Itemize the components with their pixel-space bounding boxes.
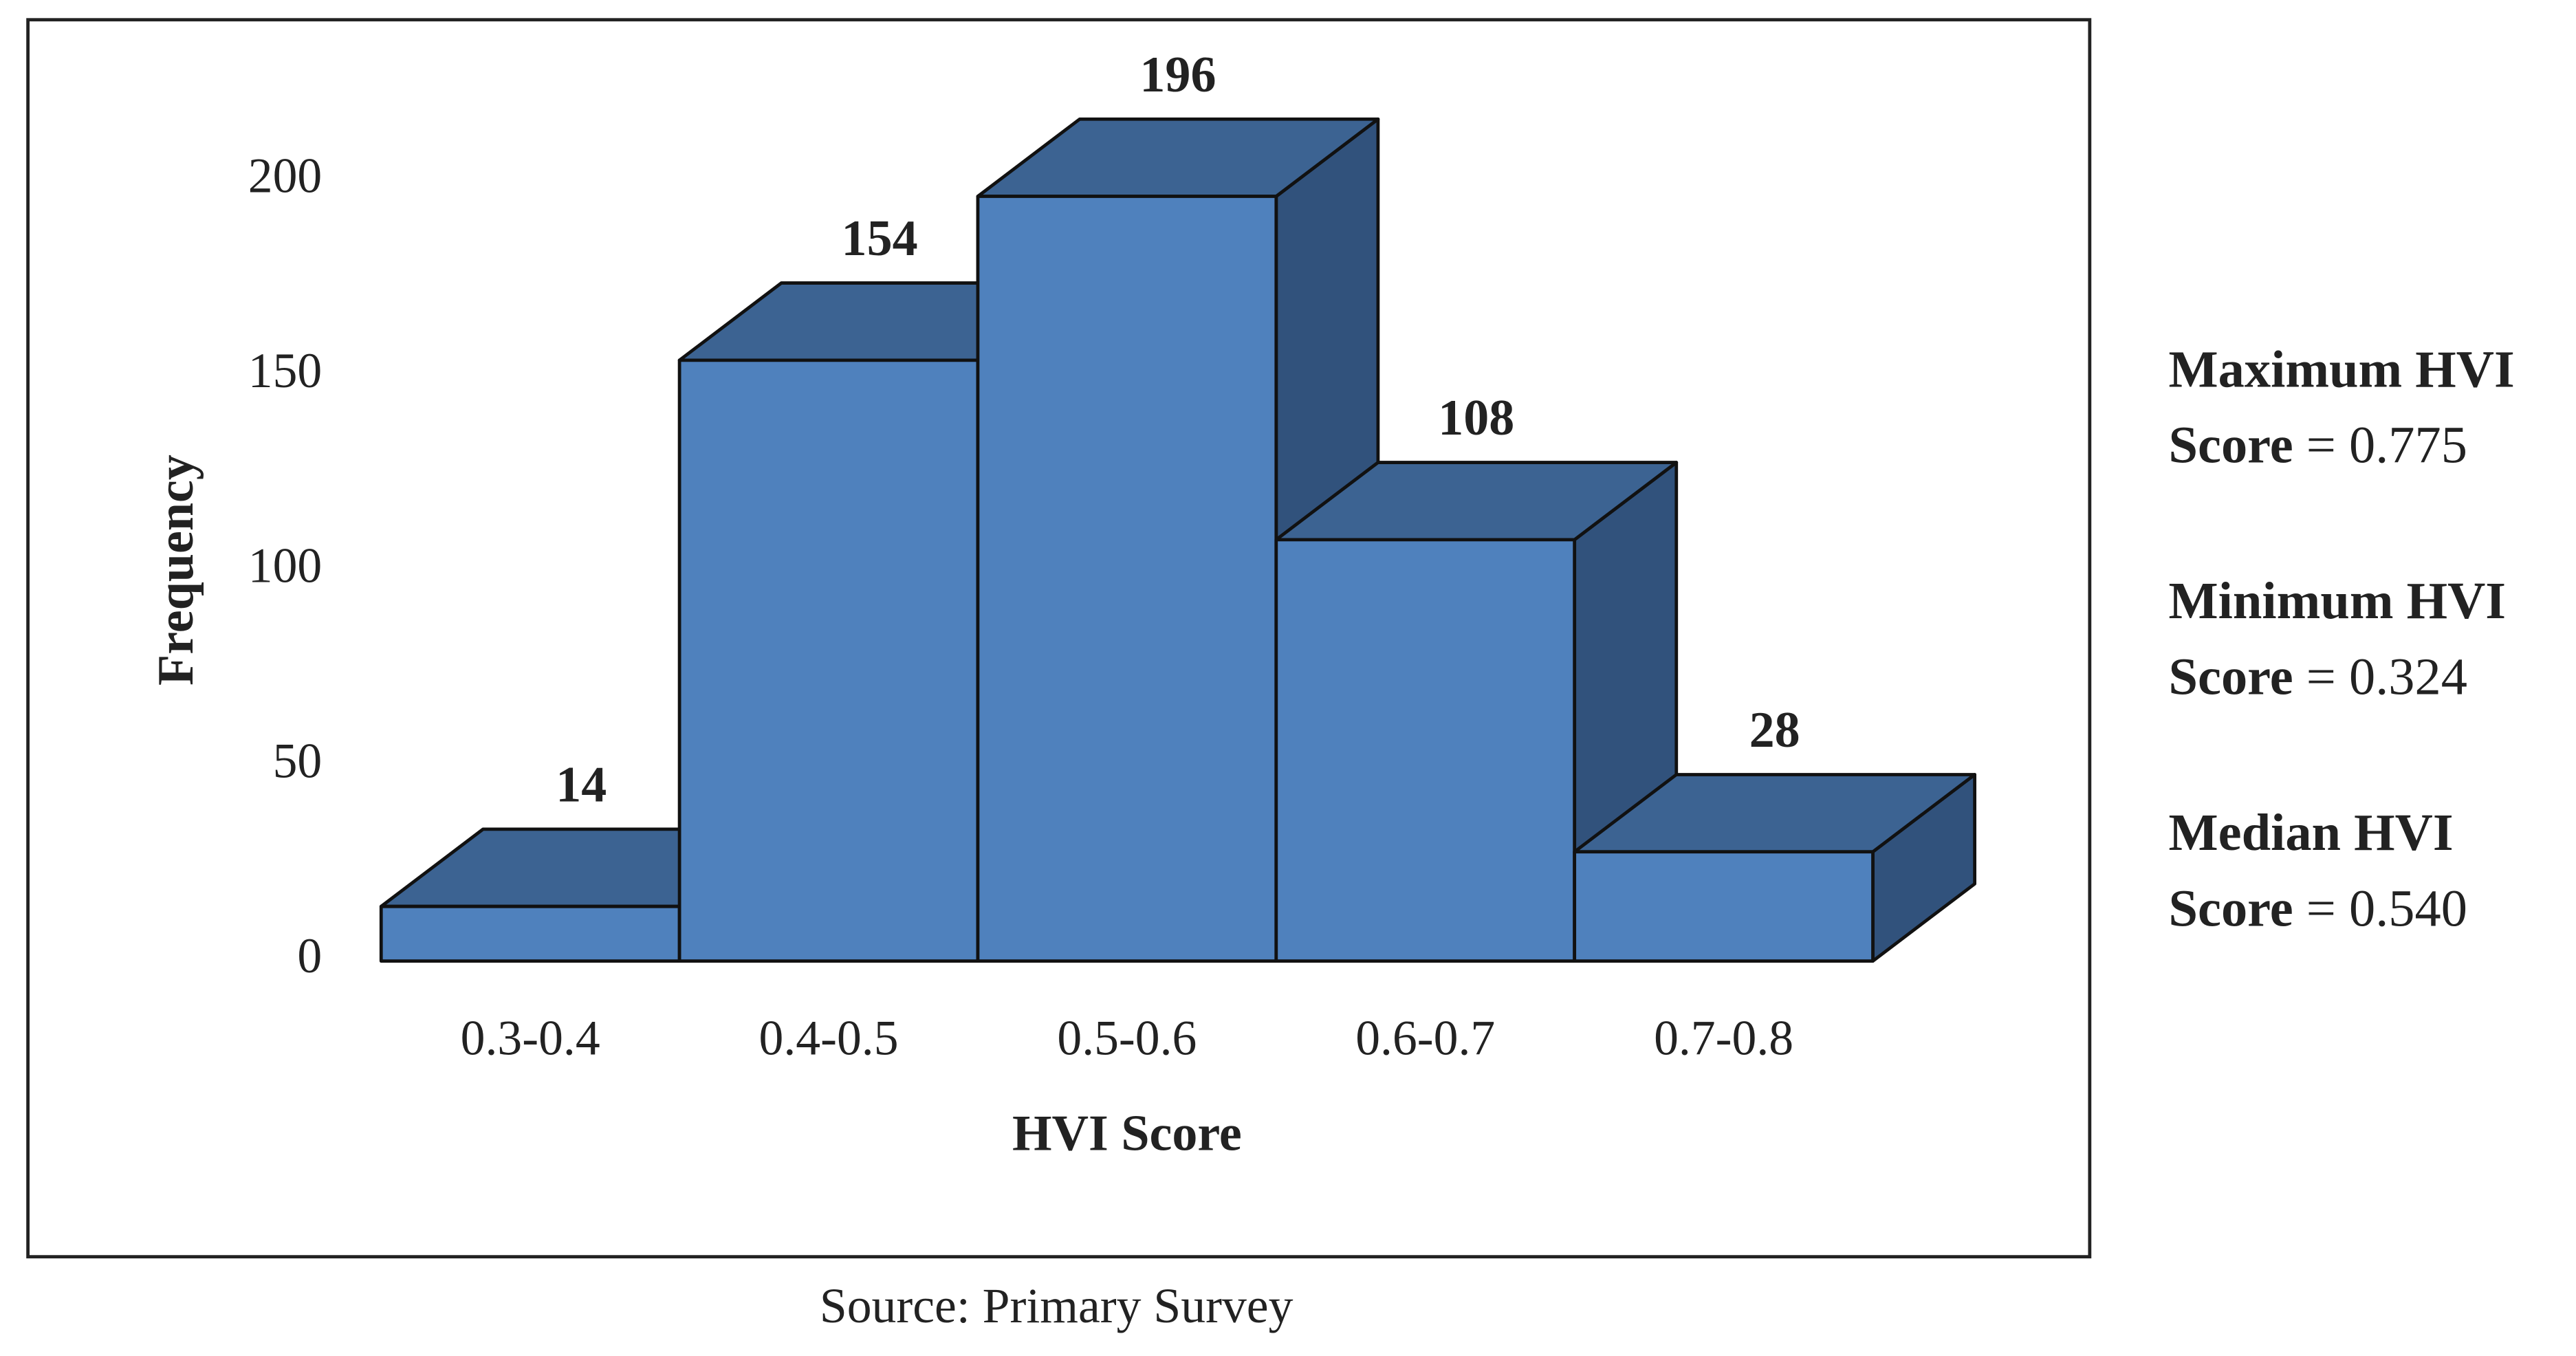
annotation-label: Score (2169, 647, 2293, 706)
x-tick-label: 0.5-0.6 (1057, 1011, 1197, 1066)
y-tick-label: 200 (248, 148, 322, 203)
annotation-title: Maximum HVI (2169, 340, 2515, 398)
value-label: 108 (1438, 390, 1514, 446)
bar (1274, 538, 1577, 963)
chart-frame (26, 18, 2092, 1259)
value-label: 196 (1139, 47, 1216, 103)
x-tick-label: 0.6-0.7 (1355, 1011, 1495, 1066)
x-tick-label: 0.3-0.4 (461, 1011, 600, 1066)
x-tick-label: 0.4-0.5 (759, 1011, 899, 1066)
annotation-title: Minimum HVI (2169, 571, 2506, 630)
bar (976, 195, 1278, 963)
value-label: 14 (556, 757, 607, 813)
annotation-value: = 0.324 (2306, 647, 2467, 706)
annotation: Score = 0.324 (2169, 647, 2467, 706)
y-axis-label: Frequency (148, 455, 204, 686)
source-note: Source: Primary Survey (820, 1278, 1294, 1333)
annotation-value: = 0.775 (2306, 415, 2467, 474)
x-tick-label: 0.7-0.8 (1654, 1011, 1793, 1066)
annotation-label: Score (2169, 879, 2293, 937)
value-label: 154 (842, 210, 918, 267)
annotation-value: = 0.540 (2306, 879, 2467, 937)
bar (379, 904, 681, 963)
x-axis-label: HVI Score (1012, 1106, 1242, 1162)
bar (1573, 850, 1875, 963)
bar (677, 358, 980, 963)
y-tick-label: 0 (297, 928, 322, 983)
annotation: Score = 0.540 (2169, 879, 2467, 937)
annotation-label: Score (2169, 415, 2293, 474)
y-tick-label: 150 (248, 343, 322, 398)
y-tick-label: 100 (248, 538, 322, 593)
annotation: Score = 0.775 (2169, 415, 2467, 474)
value-label: 28 (1749, 702, 1800, 758)
annotation-title: Median HVI (2169, 803, 2454, 862)
y-tick-label: 50 (273, 733, 323, 788)
